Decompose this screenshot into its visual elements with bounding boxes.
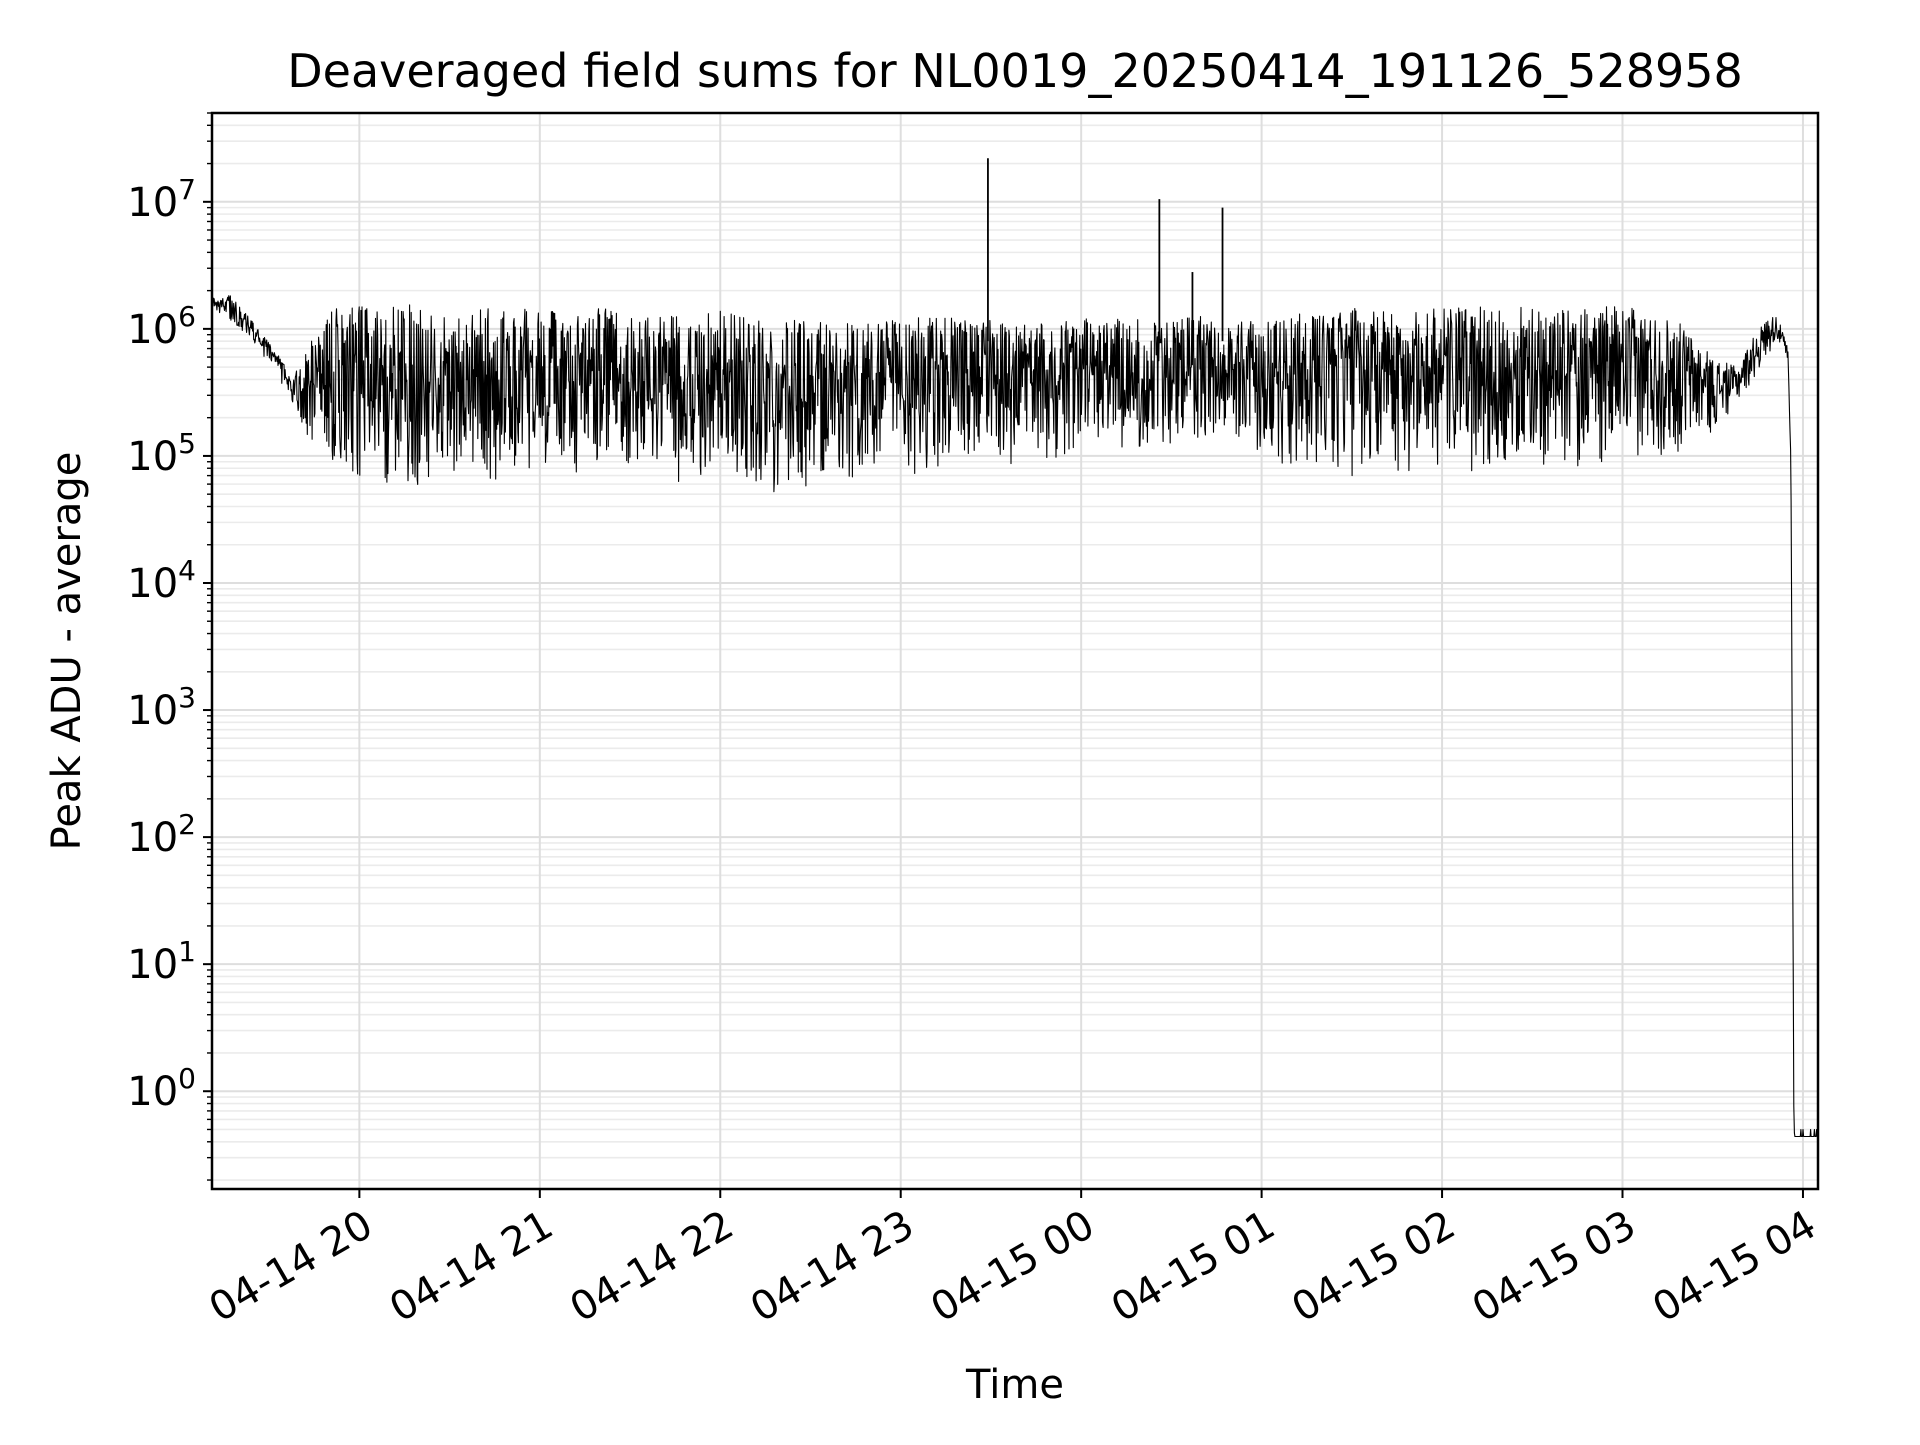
y-tick-label-exponent: 1 xyxy=(178,935,196,968)
y-axis-label: Peak ADU - average xyxy=(44,452,90,851)
y-tick-label-base: 10 xyxy=(127,434,178,480)
y-tick-label-exponent: 3 xyxy=(178,681,196,714)
y-tick-label: 104 xyxy=(127,554,196,607)
y-tick-label-base: 10 xyxy=(127,307,178,353)
y-tick-label-base: 10 xyxy=(127,180,178,226)
y-tick-label: 100 xyxy=(127,1062,196,1115)
y-tick-label-exponent: 0 xyxy=(178,1062,196,1095)
y-tick-label: 101 xyxy=(127,935,196,988)
y-tick-label-exponent: 4 xyxy=(178,554,196,587)
y-tick-label-exponent: 7 xyxy=(178,173,196,206)
chart-title: Deaveraged field sums for NL0019_2025041… xyxy=(287,44,1743,98)
y-tick-label-exponent: 2 xyxy=(178,808,196,841)
y-tick-label-base: 10 xyxy=(127,1069,178,1115)
y-tick-label: 102 xyxy=(127,808,196,861)
y-tick-label-exponent: 5 xyxy=(178,427,196,460)
y-tick-label-base: 10 xyxy=(127,688,178,734)
series-line xyxy=(211,295,1818,1138)
x-axis-label: Time xyxy=(965,1362,1064,1408)
y-tick-label-base: 10 xyxy=(127,815,178,861)
y-tick-label: 105 xyxy=(127,427,196,480)
plot-frame xyxy=(210,111,1820,1191)
data-series xyxy=(211,158,1818,1138)
y-tick-label-exponent: 6 xyxy=(178,300,196,333)
y-tick-label-base: 10 xyxy=(127,561,178,607)
y-tick-label: 107 xyxy=(127,173,196,226)
y-tick-label-base: 10 xyxy=(127,942,178,988)
y-tick-label: 106 xyxy=(127,300,196,353)
y-tick-label: 103 xyxy=(127,681,196,734)
